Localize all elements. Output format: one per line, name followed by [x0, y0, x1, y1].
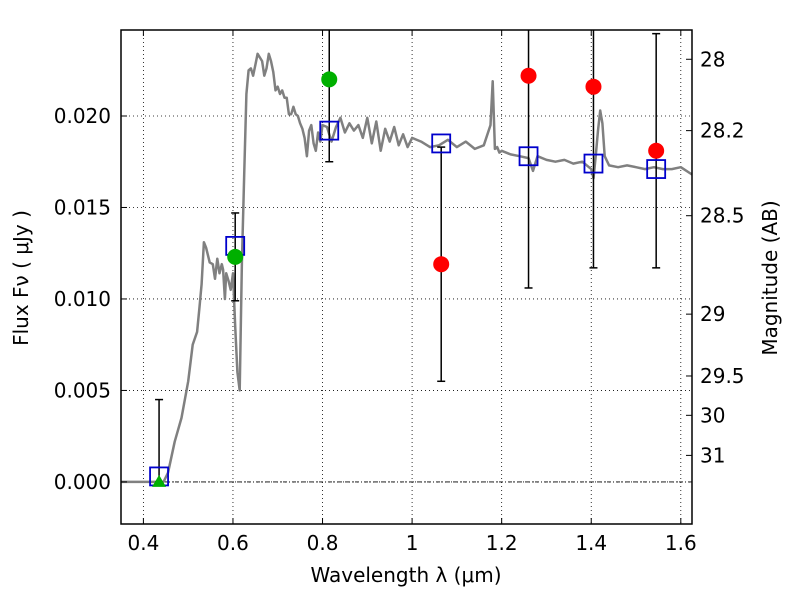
- model-photometry-square: [431, 133, 452, 154]
- y-axis-label: Flux Fν ( μJy ): [9, 210, 33, 346]
- model-photometry-square: [319, 120, 340, 141]
- x-tick-label: 1.6: [665, 531, 697, 555]
- y-tick-label: 0.005: [54, 378, 111, 402]
- ticks: 0.4 0.6 0.8 1 1.2 1.4 1.6 0.000 0.005 0.010 0.015 0…: [54, 30, 745, 555]
- x-tick-label: 1.2: [486, 531, 518, 555]
- y-tick-label: 0.000: [54, 470, 111, 494]
- observed-point: [520, 67, 537, 84]
- sed-model-layer: [121, 52, 693, 484]
- mag-tick-label: 29.5: [700, 364, 745, 388]
- model-photometry-square: [583, 153, 604, 174]
- y-tick-label: 0.010: [54, 287, 111, 311]
- y-tick-label: 0.020: [54, 104, 111, 128]
- observed-point: [585, 78, 602, 95]
- mag-tick-label: 28: [700, 47, 725, 71]
- x-axis-label: Wavelength λ (μm): [310, 563, 501, 587]
- y-tick-label: 0.015: [54, 195, 111, 219]
- sed-model-line: [121, 52, 693, 484]
- mag-tick-label: 30: [700, 403, 725, 427]
- data-points: [149, 67, 667, 487]
- right-axis-label: Magnitude (AB): [758, 200, 782, 355]
- mag-tick-label: 28.5: [700, 204, 745, 228]
- mag-tick-label: 29: [700, 302, 725, 326]
- mag-tick-label: 31: [700, 443, 725, 467]
- x-tick-label: 1: [406, 531, 419, 555]
- x-tick-label: 0.4: [127, 531, 159, 555]
- x-tick-label: 0.8: [307, 531, 339, 555]
- plot-frame: [120, 29, 693, 525]
- model-photometry-square: [518, 146, 539, 167]
- observed-point: [433, 256, 450, 273]
- secondary-point: [227, 248, 244, 265]
- observed-point: [648, 142, 665, 159]
- secondary-point: [321, 71, 338, 88]
- x-tick-label: 0.6: [217, 531, 249, 555]
- model-photometry-square: [646, 159, 667, 179]
- x-tick-label: 1.4: [575, 531, 607, 555]
- mag-tick-label: 28.2: [700, 119, 745, 143]
- grid: [121, 30, 692, 524]
- secondary-point-upper-limit: [152, 474, 167, 487]
